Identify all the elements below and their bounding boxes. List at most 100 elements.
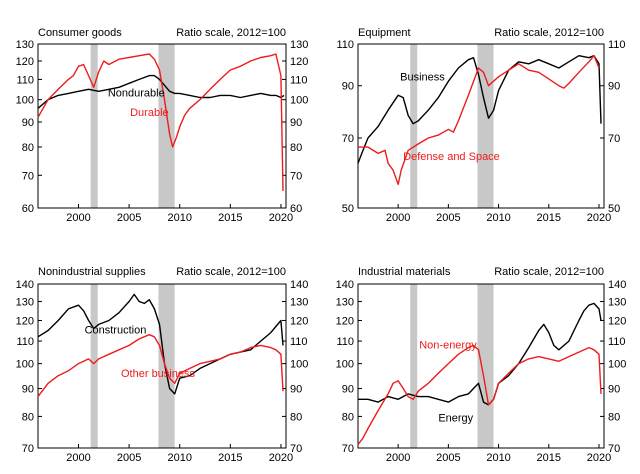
recession-band: [158, 44, 175, 208]
x-tick-label: 2000: [66, 212, 90, 224]
y-tick-label-right: 100: [290, 359, 308, 371]
y-tick-label-left: 110: [336, 336, 354, 348]
y-tick-label-left: 60: [22, 203, 34, 215]
y-tick-label-left: 90: [22, 384, 34, 396]
panel-title: Equipment: [358, 27, 411, 39]
x-tick-label: 2005: [117, 212, 141, 224]
y-tick-label-left: 110: [336, 39, 354, 51]
y-tick-label-left: 70: [342, 443, 354, 455]
y-tick-label-right: 90: [290, 117, 302, 129]
x-tick-label: 2015: [218, 452, 242, 464]
x-tick-label: 2010: [167, 452, 191, 464]
y-tick-label-right: 120: [290, 315, 308, 327]
y-tick-label-left: 70: [22, 170, 34, 182]
panel-title: Industrial materials: [358, 266, 451, 278]
series-line-defense-and-space: [358, 55, 600, 186]
y-tick-label-right: 110: [290, 74, 308, 86]
x-tick-label: 2020: [587, 212, 611, 224]
x-tick-label: 2010: [486, 452, 510, 464]
series-line-durable: [37, 53, 284, 192]
y-tick-label-left: 130: [16, 39, 34, 51]
y-tick-label-right: 110: [290, 336, 308, 348]
panel-industrial-materials: Industrial materials Ratio scale, 2012=1…: [336, 266, 627, 464]
y-tick-label-left: 120: [16, 56, 34, 68]
panel-subtitle: Ratio scale, 2012=100: [494, 27, 604, 39]
y-tick-label-left: 110: [16, 336, 34, 348]
series-label-energy: Energy: [438, 412, 473, 424]
series-line-nondurable: [37, 74, 285, 109]
plot-frame: [357, 283, 605, 449]
y-tick-label-left: 90: [342, 81, 354, 93]
y-tick-label-left: 70: [22, 443, 34, 455]
x-tick-label: 2010: [167, 212, 191, 224]
panel-consumer-goods: Consumer goods Ratio scale, 2012=100 60 6…: [16, 27, 309, 224]
x-tick-label: 2005: [436, 212, 460, 224]
series-label-non-energy: Non-energy: [419, 340, 477, 352]
series-label-durable: Durable: [130, 107, 169, 119]
series-line-business: [357, 55, 602, 164]
recession-band: [410, 284, 418, 448]
y-tick-label-left: 80: [342, 411, 354, 423]
recession-band: [410, 44, 418, 208]
y-tick-label-left: 120: [336, 315, 354, 327]
y-tick-label-right: 60: [290, 203, 302, 215]
y-tick-label-left: 130: [16, 297, 34, 309]
y-tick-label-left: 140: [336, 279, 354, 291]
y-tick-label-right: 120: [290, 56, 308, 68]
x-tick-label: 2000: [386, 452, 410, 464]
x-tick-label: 2015: [537, 212, 561, 224]
panel-nonindustrial-supplies: Nonindustrial supplies Ratio scale, 2012…: [16, 266, 309, 464]
series-label-other-business: Other business: [121, 368, 195, 380]
series-line-other-business: [37, 334, 284, 398]
panel-equipment: Equipment Ratio scale, 2012=100 50 50 70 70…: [336, 27, 625, 224]
panel-title: Consumer goods: [38, 27, 122, 39]
y-tick-label-right: 100: [290, 95, 308, 107]
y-tick-label-right: 110: [608, 336, 626, 348]
y-tick-label-right: 70: [608, 443, 620, 455]
recession-band: [477, 284, 494, 448]
panel-title: Nonindustrial supplies: [38, 266, 146, 278]
y-tick-label-left: 100: [16, 95, 34, 107]
y-tick-label-right: 90: [608, 384, 620, 396]
y-tick-label-left: 70: [342, 133, 354, 145]
y-tick-label-left: 140: [16, 279, 34, 291]
recession-band: [90, 44, 98, 208]
series-label-nondurable: Nondurable: [108, 87, 165, 99]
y-tick-label-left: 110: [16, 74, 34, 86]
panel-subtitle: Ratio scale, 2012=100: [176, 266, 286, 278]
x-tick-label: 2020: [587, 452, 611, 464]
x-tick-label: 2000: [66, 452, 90, 464]
y-tick-label-right: 100: [608, 359, 626, 371]
x-tick-label: 2020: [269, 212, 293, 224]
y-tick-label-right: 70: [608, 133, 620, 145]
y-tick-label-left: 80: [22, 411, 34, 423]
y-tick-label-left: 80: [22, 142, 34, 154]
series-label-defense-and-space: Defense and Space: [403, 151, 500, 163]
x-tick-label: 2005: [117, 452, 141, 464]
y-tick-label-right: 90: [290, 384, 302, 396]
panel-subtitle: Ratio scale, 2012=100: [494, 266, 604, 278]
y-tick-label-left: 120: [16, 315, 34, 327]
y-tick-label-right: 130: [290, 297, 308, 309]
x-tick-label: 2000: [386, 212, 410, 224]
y-tick-label-right: 130: [290, 39, 308, 51]
plot-frame: [357, 43, 605, 209]
y-tick-label-right: 80: [290, 411, 302, 423]
series-line-construction: [37, 293, 284, 395]
y-tick-label-left: 90: [22, 117, 34, 129]
y-tick-label-left: 50: [342, 203, 354, 215]
x-tick-label: 2010: [486, 212, 510, 224]
y-tick-label-right: 90: [608, 81, 620, 93]
y-tick-label-right: 70: [290, 170, 302, 182]
y-tick-label-left: 130: [336, 297, 354, 309]
series-line-non-energy: [357, 344, 602, 446]
y-tick-label-left: 90: [342, 384, 354, 396]
x-tick-label: 2015: [218, 212, 242, 224]
y-tick-label-right: 140: [290, 279, 308, 291]
y-tick-label-right: 80: [290, 142, 302, 154]
y-tick-label-left: 100: [16, 359, 34, 371]
y-tick-label-right: 140: [608, 279, 626, 291]
y-tick-label-right: 120: [608, 315, 626, 327]
panel-subtitle: Ratio scale, 2012=100: [176, 27, 286, 39]
